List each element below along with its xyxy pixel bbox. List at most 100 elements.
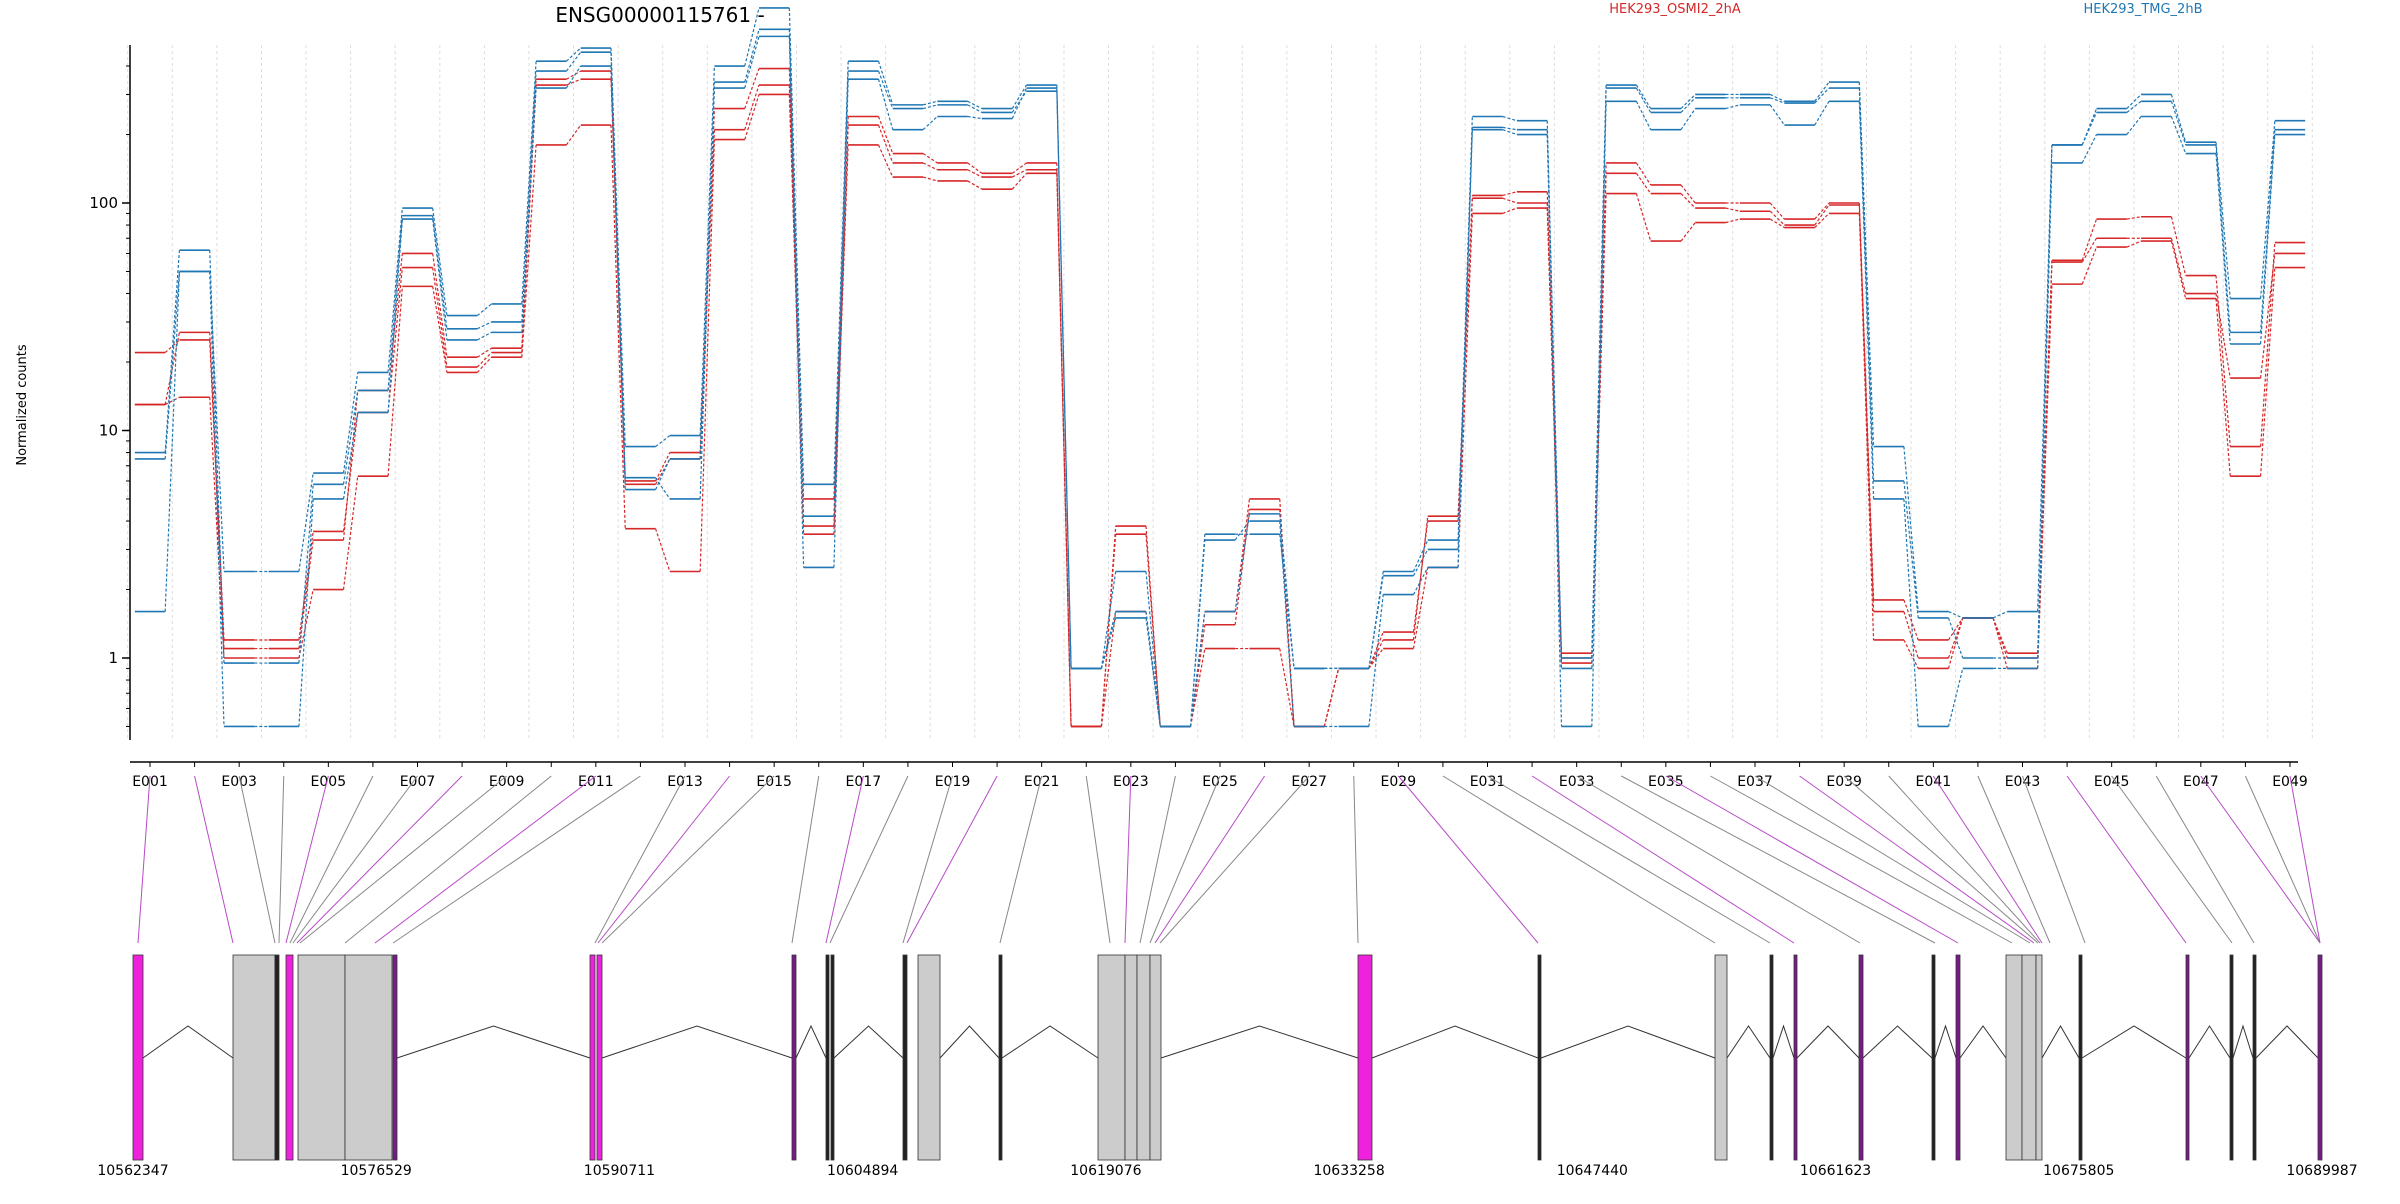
exon-transition-line [967, 169, 983, 178]
chart-title: ENSG00000115761 - [555, 3, 764, 27]
series-5 [134, 35, 2306, 728]
exon-connector [825, 775, 864, 944]
genomic-coordinate-label: 10604894 [827, 1163, 898, 1179]
genomic-coordinate-label: 10633258 [1313, 1163, 1384, 1179]
intron-line [1540, 1025, 1716, 1059]
exon-transition-line [967, 115, 983, 120]
exon-transition-line [342, 390, 359, 541]
exon-transition-line [387, 286, 403, 477]
exon-connector [1154, 775, 1266, 944]
exon-transition-line [1011, 162, 1027, 174]
exon-connector [1085, 775, 1111, 944]
exon-transition-line [1279, 534, 1295, 669]
exon-transition-line [833, 125, 849, 535]
exon-transition-line [1056, 173, 1072, 727]
exon-transition-line [1234, 520, 1250, 541]
exon-connector [296, 775, 463, 944]
exon-transition-line [298, 539, 314, 649]
exon-block [825, 954, 830, 1161]
exon-transition-line [476, 356, 492, 373]
exon-transition-line [1858, 82, 1875, 447]
series-0 [134, 67, 2306, 728]
exon-transition-line [1591, 88, 1607, 669]
exon-block [830, 954, 835, 1161]
exon-transition-line [1769, 97, 1785, 104]
intron-line [1160, 1025, 1359, 1059]
exon-transition-line [1814, 204, 1830, 226]
exon-transition-line [521, 61, 537, 304]
exon-block [1149, 954, 1162, 1161]
x-tick-label: E011 [578, 774, 614, 790]
exon-transition-line [432, 215, 448, 329]
exon-block [285, 954, 294, 1161]
intron-line [833, 1025, 904, 1059]
exon-connector [238, 775, 276, 944]
exon-transition-line [1412, 539, 1429, 572]
x-tick-label: E043 [2005, 774, 2041, 790]
exon-transition-line [2259, 129, 2276, 333]
exon-block [297, 954, 346, 1161]
exon-connector [597, 775, 730, 944]
exon-transition-line [1457, 127, 1473, 550]
exon-transition-line [1635, 193, 1652, 242]
exon-transition-line [164, 250, 181, 453]
exon-transition-line [877, 79, 894, 130]
exon-transition-line [476, 331, 492, 341]
intron-line [1934, 1024, 1957, 1059]
exon-connector [194, 775, 234, 944]
exon-block [1136, 954, 1151, 1161]
exon-transition-line [209, 271, 225, 727]
exon-transition-line [298, 531, 314, 641]
exon-connector [601, 775, 775, 944]
exon-transition-line [788, 7, 805, 485]
exon-transition-line [1591, 101, 1607, 727]
intron-line [396, 1025, 591, 1059]
exon-connector [1531, 775, 1795, 944]
exon-transition-line [1502, 126, 1518, 131]
exon-transition-line [744, 36, 760, 89]
exon-transition-line [1457, 213, 1473, 568]
exon-transition-line [1189, 611, 1206, 727]
intron-line [2188, 1025, 2231, 1059]
intron-line [601, 1025, 793, 1059]
exon-transition-line [877, 70, 894, 109]
intron-line [142, 1025, 234, 1059]
exon-transition-line [2215, 144, 2231, 333]
x-tick-label: E041 [1916, 774, 1952, 790]
x-tick-label: E005 [311, 774, 347, 790]
exon-transition-line [1145, 534, 1161, 727]
exon-transition-line [1635, 173, 1652, 194]
exon-transition-line [566, 70, 581, 80]
exon-transition-line [432, 207, 448, 316]
exon-block [791, 954, 797, 1161]
exon-transition-line [2215, 293, 2231, 379]
exon-transition-line [209, 332, 225, 641]
exon-transition-line [1814, 212, 1830, 228]
x-tick-label: E037 [1737, 774, 1773, 790]
exon-block [902, 954, 908, 1161]
exon-transition-line [1457, 129, 1473, 568]
exon-transition-line [566, 78, 581, 86]
exon-transition-line [1680, 184, 1696, 204]
exon-transition-line [967, 180, 983, 190]
exon-transition-line [2215, 275, 2231, 447]
gene-model-track [132, 954, 2323, 1161]
exon-transition-line [476, 303, 492, 317]
exon-transition-line [1412, 516, 1429, 641]
exon-transition-line [1100, 611, 1117, 727]
exon-transition-line [877, 61, 894, 106]
exon-transition-line [922, 176, 938, 182]
exon-transition-line [298, 589, 314, 659]
exon-connector [2155, 775, 2255, 944]
exon-connector [1139, 775, 1176, 944]
exon-connector-lines [137, 775, 2321, 944]
exon-transition-line [1680, 193, 1696, 209]
x-tick-label: E007 [400, 774, 436, 790]
exon-transition-line [1903, 446, 1919, 612]
exon-transition-line [1947, 617, 1964, 669]
exon-block [232, 954, 276, 1161]
exon-transition-line [1769, 210, 1785, 226]
exon-transition-line [1011, 87, 1028, 119]
